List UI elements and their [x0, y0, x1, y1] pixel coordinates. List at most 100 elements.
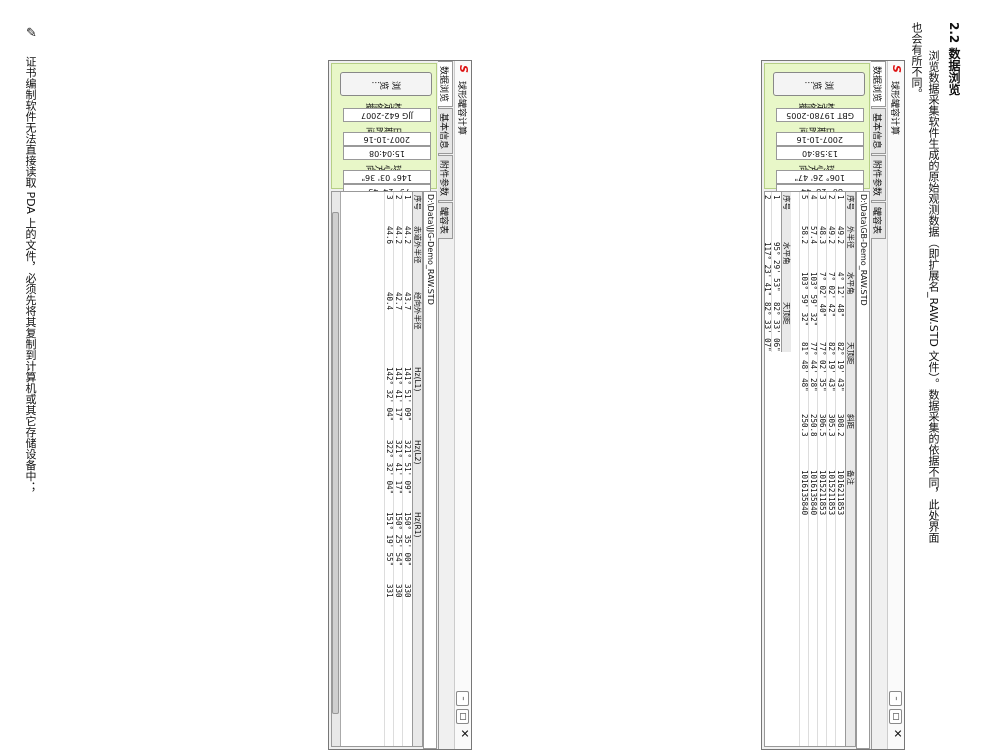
- table-cell: 103° 59' 32": [809, 272, 818, 327]
- tab-attachment-params[interactable]: 附件参数: [871, 155, 886, 202]
- table-cell: 330: [394, 584, 403, 598]
- paragraph-line-1: 浏览数据采集软件生成的原始观测数据（即扩展名_RAW.STD 文件）。数据采集的…: [927, 50, 940, 543]
- param-value-field[interactable]: 2007-10-16: [343, 132, 431, 146]
- col-header-hz-l2: Hz(L2): [413, 440, 422, 465]
- table-cell: 81° 48' 48": [800, 342, 809, 392]
- table-cell: 1015211853: [818, 470, 827, 516]
- table-cell: 48.3: [818, 226, 827, 245]
- table-cell: 7° 02' 40": [818, 272, 827, 318]
- table-cell: 7° 02' 42": [827, 272, 836, 318]
- table-cell: 44.2: [394, 226, 403, 245]
- table-row[interactable]: 5 58.2 103° 59' 32" 81° 48' 48" 250.3 1016135…: [799, 192, 809, 746]
- maximize-button[interactable]: □: [456, 709, 469, 724]
- close-button[interactable]: ✕: [458, 728, 471, 739]
- app-logo-icon: S: [457, 65, 470, 73]
- param-value-field[interactable]: JJG 642-2007: [343, 108, 431, 122]
- grid-header: 序号 赤道外半径 经向外半径 Hz(L1) Hz(L2) Hz(R1): [412, 192, 422, 746]
- minimize-button[interactable]: –: [456, 691, 469, 706]
- grid-header: 序号 外半径 水平角 天顶距 斜距 备注: [845, 192, 855, 746]
- table-cell: 40.4: [385, 292, 394, 311]
- table-cell: 142° 32' 04": [385, 367, 394, 422]
- browse-button[interactable]: 浏 览...: [340, 72, 432, 96]
- table-row[interactable]: 1 44.2 43.7 141° 51' 09" 321° 51' 09" 150° 35…: [402, 192, 412, 746]
- table-cell: 58.2: [800, 226, 809, 245]
- sub-col-header-index: 序号: [782, 195, 791, 210]
- table-cell: 44.6: [385, 226, 394, 245]
- parameter-panel: 浏 览... 检定依据 GBT 19780-2005 日期时间 2007-10-16 1…: [764, 63, 870, 270]
- table-cell: 3: [385, 195, 394, 200]
- section-title: 2.2 数据浏览: [947, 22, 961, 96]
- tab-data-browse[interactable]: 数据浏览: [871, 61, 886, 108]
- data-grid[interactable]: 序号 外半径 水平角 天顶距 斜距 备注 1 49.2 4° 12' 48" 82° …: [764, 191, 856, 747]
- table-cell: 77° 02' 35": [818, 342, 827, 392]
- table-cell: 1: [836, 195, 845, 200]
- data-grid[interactable]: 序号 赤道外半径 经向外半径 Hz(L1) Hz(L2) Hz(R1) 1 44.…: [331, 191, 423, 747]
- tab-basic-info[interactable]: 基本信息: [438, 108, 453, 155]
- app-window-jjg: S 球形罐容计算 – □ ✕ 数据浏览基本信息附件参数罐容表 浏 览... 检定…: [328, 60, 472, 750]
- param-value-field[interactable]: 13:58:40: [776, 146, 864, 160]
- col-header-hz: 水平角: [846, 272, 855, 295]
- table-cell: 77° 44' 28": [809, 342, 818, 392]
- table-cell: 103° 59' 32": [800, 272, 809, 327]
- table-cell: 321° 41' 17": [394, 440, 403, 495]
- table-cell: 4: [809, 195, 818, 200]
- col-header-hz-r1: Hz(R1): [413, 512, 422, 538]
- file-path-field[interactable]: D:\Data\GB-Demo_RAW.STD: [856, 191, 870, 749]
- table-cell: 150° 35' 00": [403, 512, 412, 567]
- minimize-button[interactable]: –: [889, 691, 902, 706]
- paragraph-line-2: 也会有所不同。: [910, 22, 923, 99]
- table-cell: 250.3: [800, 414, 809, 437]
- browse-button[interactable]: 浏 览...: [773, 72, 865, 96]
- param-value-field[interactable]: 146° 03' 36": [343, 170, 431, 184]
- table-cell: 306.5: [818, 414, 827, 437]
- scrollbar-thumb[interactable]: [332, 212, 339, 714]
- table-cell: 44.2: [403, 226, 412, 245]
- table-row[interactable]: 1 49.2 4° 12' 48" 82° 19' 43" 308.2 101621185…: [835, 192, 845, 746]
- table-cell: 42.7: [394, 292, 403, 311]
- table-cell: 2: [827, 195, 836, 200]
- param-value-field[interactable]: 106° 26' 47": [776, 170, 864, 184]
- table-cell: 2: [764, 195, 772, 200]
- app-title: 球形罐容计算: [889, 81, 899, 136]
- param-value-field[interactable]: 2007-10-16: [776, 132, 864, 146]
- tab-capacity-table[interactable]: 罐容表: [438, 202, 453, 240]
- table-row[interactable]: 3 48.3 7° 02' 40" 77° 02' 35" 306.5 101521185…: [817, 192, 827, 746]
- table-cell: 1: [403, 195, 412, 200]
- tab-bar: 数据浏览基本信息附件参数罐容表: [438, 61, 453, 749]
- app-logo-icon: S: [890, 65, 903, 73]
- maximize-button[interactable]: □: [889, 709, 902, 724]
- table-cell: 150° 25' 54": [394, 512, 403, 567]
- sub-col-header-zenith: 天顶距: [782, 302, 791, 325]
- title-bar: S 球形罐容计算 – □ ✕: [887, 61, 904, 749]
- param-value-field[interactable]: 15:04:08: [343, 146, 431, 160]
- col-header-zenith: 天顶距: [846, 342, 855, 365]
- sub-table-row[interactable]: 1 95° 29' 53" 82° 33' 06": [771, 192, 781, 352]
- table-cell: 57.4: [809, 226, 818, 245]
- tab-attachment-params[interactable]: 附件参数: [438, 155, 453, 202]
- table-row[interactable]: 3 44.6 40.4 142° 32' 04" 322° 32' 04" 151° 19…: [384, 192, 394, 746]
- sub-table-row[interactable]: 2 117° 23' 41" 82° 33' 07": [764, 192, 772, 352]
- tab-basic-info[interactable]: 基本信息: [871, 108, 886, 155]
- app-window-gb: S 球形罐容计算 – □ ✕ 数据浏览基本信息附件参数罐容表 浏 览... 检定…: [761, 60, 905, 750]
- col-header-slope: 斜距: [846, 414, 855, 429]
- table-cell: 322° 32' 04": [385, 440, 394, 495]
- horizontal-scrollbar[interactable]: [332, 192, 341, 746]
- sub-grid-header: 序号 水平角 天顶距: [781, 192, 791, 352]
- table-cell: 321° 51' 09": [403, 440, 412, 495]
- table-cell: 1016135840: [809, 470, 818, 516]
- table-row[interactable]: 2 44.2 42.7 141° 41' 17" 321° 41' 17" 150° 25…: [393, 192, 403, 746]
- table-cell: 82° 33' 06": [772, 302, 781, 352]
- table-cell: 141° 51' 09": [403, 367, 412, 422]
- table-cell: 1016135840: [800, 470, 809, 516]
- file-path-field[interactable]: D:\Data\JJG-Demo_RAW.STD: [423, 191, 437, 749]
- tab-capacity-table[interactable]: 罐容表: [871, 202, 886, 240]
- table-cell: 1015211853: [827, 470, 836, 516]
- tab-data-browse[interactable]: 数据浏览: [438, 61, 453, 108]
- table-row[interactable]: 4 57.4 103° 59' 32" 77° 44' 28" 250.8 1016135…: [808, 192, 818, 746]
- table-row[interactable]: 2 49.2 7° 02' 42" 82° 19' 43" 305.3 101521185…: [826, 192, 836, 746]
- close-button[interactable]: ✕: [891, 728, 904, 739]
- table-cell: 1: [772, 195, 781, 200]
- table-cell: 49.2: [836, 226, 845, 245]
- table-cell: 331: [385, 584, 394, 598]
- param-value-field[interactable]: GBT 19780-2005: [776, 108, 864, 122]
